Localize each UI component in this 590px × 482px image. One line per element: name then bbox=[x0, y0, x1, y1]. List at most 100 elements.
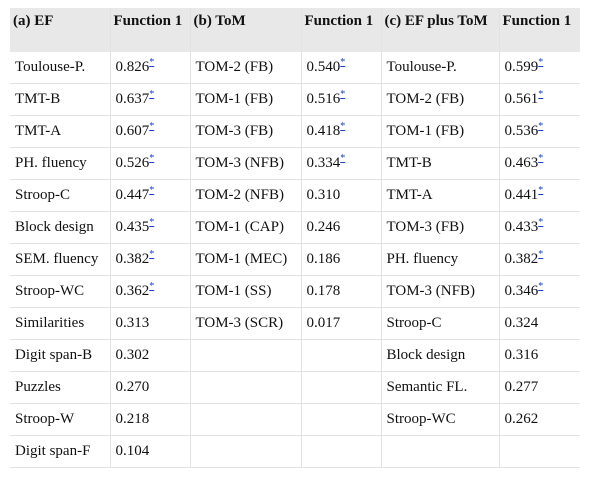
significance-footnote-link[interactable]: * bbox=[149, 89, 155, 100]
tom-test-cell: TOM-1 (SS) bbox=[189, 275, 301, 308]
table-body: Toulouse-P. 0.826* TOM-2 (FB) 0.540* Toulous… bbox=[10, 52, 580, 468]
footnote-mark: * bbox=[340, 57, 345, 68]
loadings-table: (a) EF Function 1 (b) ToM Function 1 (c)… bbox=[10, 8, 580, 468]
ef-loading-cell: 0.637* bbox=[109, 83, 190, 116]
ef-loading-cell: 0.362* bbox=[109, 275, 190, 308]
ef-test: Toulouse-P. bbox=[15, 59, 86, 75]
significance-footnote-link[interactable]: * bbox=[538, 121, 544, 132]
significance-footnote-link[interactable]: * bbox=[149, 217, 155, 228]
combined-loading-cell: 0.599* bbox=[498, 52, 580, 84]
ef-test-cell: TMT-A bbox=[10, 115, 110, 148]
table-row: Puzzles 0.270 Semantic FL. 0.277 bbox=[10, 371, 580, 404]
ef-test-cell: SEM. fluency bbox=[10, 243, 110, 276]
combined-test: Stroop-C bbox=[386, 315, 442, 331]
footnote-mark: * bbox=[149, 217, 154, 228]
table-row: Digit span-B 0.302 Block design 0.316 bbox=[10, 339, 580, 372]
significance-footnote-link[interactable]: * bbox=[149, 57, 155, 68]
combined-loading-cell bbox=[498, 435, 580, 468]
ef-loading: 0.302 bbox=[115, 347, 150, 363]
ef-loading-cell: 0.826* bbox=[109, 52, 190, 84]
significance-footnote-link[interactable]: * bbox=[340, 153, 346, 164]
significance-footnote-link[interactable]: * bbox=[340, 57, 346, 68]
footnote-mark: * bbox=[538, 153, 543, 164]
tom-loading: 0.178 bbox=[306, 283, 341, 299]
combined-loading-cell: 0.382* bbox=[498, 243, 580, 276]
ef-loading-cell: 0.104 bbox=[109, 435, 190, 468]
tom-test: TOM-2 (NFB) bbox=[195, 187, 284, 203]
tom-loading: 0.334 bbox=[306, 155, 341, 171]
combined-loading: 0.599 bbox=[504, 59, 539, 75]
ef-loading: 0.826 bbox=[115, 59, 150, 75]
ef-loading: 0.362 bbox=[115, 283, 150, 299]
footnote-mark: * bbox=[538, 217, 543, 228]
table-row: TMT-B 0.637* TOM-1 (FB) 0.516* TOM-2 (FB) 0.5… bbox=[10, 83, 580, 116]
ef-loading-cell: 0.447* bbox=[109, 179, 190, 212]
ef-test: Digit span-F bbox=[15, 443, 91, 459]
significance-footnote-link[interactable]: * bbox=[538, 249, 544, 260]
tom-test: TOM-3 (FB) bbox=[195, 123, 274, 139]
ef-loading: 0.270 bbox=[115, 379, 150, 395]
tom-loading-cell: 0.516* bbox=[300, 83, 381, 116]
significance-footnote-link[interactable]: * bbox=[538, 57, 544, 68]
ef-loading-cell: 0.382* bbox=[109, 243, 190, 276]
ef-loading: 0.447 bbox=[115, 187, 150, 203]
combined-loading: 0.433 bbox=[504, 219, 539, 235]
ef-test-cell: Digit span-B bbox=[10, 339, 110, 372]
header-tom: (b) ToM bbox=[189, 8, 301, 52]
table-row: Stroop-C 0.447* TOM-2 (NFB) 0.310 TMT-A 0.441… bbox=[10, 179, 580, 212]
tom-loading-cell: 0.186 bbox=[300, 243, 381, 276]
combined-loading-cell: 0.463* bbox=[498, 147, 580, 180]
combined-test: TMT-A bbox=[386, 187, 433, 203]
ef-loading: 0.313 bbox=[115, 315, 150, 331]
ef-loading: 0.526 bbox=[115, 155, 150, 171]
footnote-mark: * bbox=[149, 249, 154, 260]
footnote-mark: * bbox=[149, 185, 154, 196]
table-row: Stroop-WC 0.362* TOM-1 (SS) 0.178 TOM-3 (NFB… bbox=[10, 275, 580, 308]
significance-footnote-link[interactable]: * bbox=[149, 153, 155, 164]
footnote-mark: * bbox=[538, 57, 543, 68]
combined-test: Semantic FL. bbox=[386, 379, 468, 395]
footnote-mark: * bbox=[538, 281, 543, 292]
ef-test: Stroop-WC bbox=[15, 283, 85, 299]
tom-test-cell: TOM-1 (MEC) bbox=[189, 243, 301, 276]
ef-loading-cell: 0.270 bbox=[109, 371, 190, 404]
ef-loading-cell: 0.526* bbox=[109, 147, 190, 180]
significance-footnote-link[interactable]: * bbox=[149, 121, 155, 132]
footnote-mark: * bbox=[149, 121, 154, 132]
combined-test-cell: TOM-3 (FB) bbox=[380, 211, 499, 244]
significance-footnote-link[interactable]: * bbox=[149, 249, 155, 260]
significance-footnote-link[interactable]: * bbox=[340, 121, 346, 132]
significance-footnote-link[interactable]: * bbox=[538, 281, 544, 292]
ef-test-cell: Toulouse-P. bbox=[10, 52, 110, 84]
combined-loading: 0.441 bbox=[504, 187, 539, 203]
significance-footnote-link[interactable]: * bbox=[149, 281, 155, 292]
ef-test: TMT-B bbox=[15, 91, 61, 107]
combined-loading: 0.262 bbox=[504, 411, 539, 427]
ef-test: Digit span-B bbox=[15, 347, 93, 363]
significance-footnote-link[interactable]: * bbox=[538, 153, 544, 164]
ef-loading: 0.607 bbox=[115, 123, 150, 139]
combined-test-cell: Stroop-C bbox=[380, 307, 499, 340]
combined-test: TOM-1 (FB) bbox=[386, 123, 465, 139]
combined-test-cell: TMT-B bbox=[380, 147, 499, 180]
significance-footnote-link[interactable]: * bbox=[340, 89, 346, 100]
significance-footnote-link[interactable]: * bbox=[538, 89, 544, 100]
significance-footnote-link[interactable]: * bbox=[538, 185, 544, 196]
significance-footnote-link[interactable]: * bbox=[538, 217, 544, 228]
header-tom-function: Function 1 bbox=[300, 8, 381, 52]
footnote-mark: * bbox=[149, 281, 154, 292]
table-row: SEM. fluency 0.382* TOM-1 (MEC) 0.186 PH. fl… bbox=[10, 243, 580, 276]
table-row: PH. fluency 0.526* TOM-3 (NFB) 0.334* TMT-B 0… bbox=[10, 147, 580, 180]
tom-test-cell bbox=[189, 339, 301, 372]
ef-test-cell: Block design bbox=[10, 211, 110, 244]
ef-test-cell: TMT-B bbox=[10, 83, 110, 116]
ef-test: TMT-A bbox=[15, 123, 62, 139]
combined-loading: 0.277 bbox=[504, 379, 539, 395]
combined-loading: 0.346 bbox=[504, 283, 539, 299]
significance-footnote-link[interactable]: * bbox=[149, 185, 155, 196]
combined-test: TOM-2 (FB) bbox=[386, 91, 465, 107]
tom-loading-cell bbox=[300, 435, 381, 468]
combined-test-cell: Toulouse-P. bbox=[380, 52, 499, 84]
ef-test-cell: Digit span-F bbox=[10, 435, 110, 468]
combined-test-cell: TOM-1 (FB) bbox=[380, 115, 499, 148]
